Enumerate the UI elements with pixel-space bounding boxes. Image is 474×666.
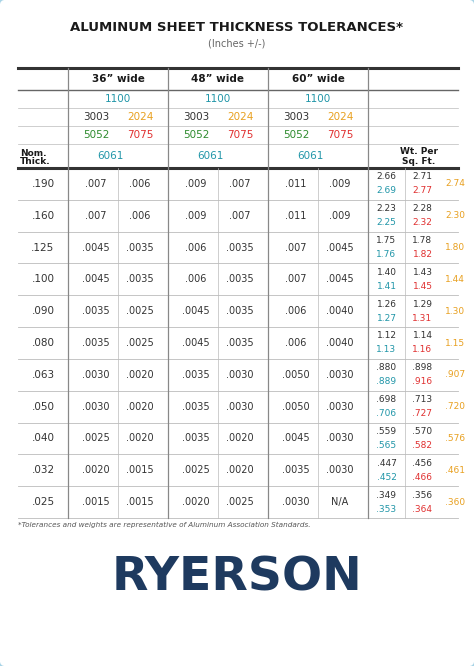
Text: 2.77: 2.77 (412, 186, 432, 195)
Text: .007: .007 (85, 210, 107, 220)
Text: 1.43: 1.43 (412, 268, 432, 277)
Text: .0035: .0035 (226, 306, 254, 316)
Text: *Tolerances and weights are representative of Aluminum Association Standards.: *Tolerances and weights are representati… (18, 522, 310, 528)
Text: .0035: .0035 (82, 306, 110, 316)
Text: .050: .050 (31, 402, 55, 412)
Text: 1.80: 1.80 (445, 243, 465, 252)
Text: 2024: 2024 (327, 112, 353, 122)
Text: N/A: N/A (331, 497, 348, 507)
Text: .0035: .0035 (282, 466, 310, 476)
Text: 2.28: 2.28 (412, 204, 432, 213)
Text: 3003: 3003 (283, 112, 309, 122)
Text: .0045: .0045 (182, 306, 210, 316)
Text: 1.16: 1.16 (412, 346, 433, 354)
Text: .080: .080 (31, 338, 55, 348)
Text: .0035: .0035 (182, 402, 210, 412)
Text: 2024: 2024 (127, 112, 153, 122)
Text: .698: .698 (376, 395, 397, 404)
Text: 2.30: 2.30 (445, 211, 465, 220)
Text: 1.45: 1.45 (412, 282, 432, 291)
Text: 1100: 1100 (205, 94, 231, 104)
Text: .011: .011 (285, 210, 307, 220)
Text: 1.82: 1.82 (412, 250, 432, 259)
Text: .040: .040 (31, 434, 55, 444)
Text: 1.15: 1.15 (445, 338, 465, 348)
Text: 1100: 1100 (105, 94, 131, 104)
Text: .0020: .0020 (182, 497, 210, 507)
Text: 6061: 6061 (297, 151, 323, 161)
Text: 2.32: 2.32 (412, 218, 432, 227)
Text: 60” wide: 60” wide (292, 74, 345, 84)
Text: .0035: .0035 (182, 434, 210, 444)
Text: .0040: .0040 (326, 338, 354, 348)
Text: 1.75: 1.75 (376, 236, 397, 245)
Text: .364: .364 (412, 505, 432, 513)
Text: .0035: .0035 (126, 242, 154, 252)
Text: 1.26: 1.26 (376, 300, 396, 308)
Text: .0025: .0025 (126, 338, 154, 348)
Text: Sq. Ft.: Sq. Ft. (402, 157, 436, 165)
Text: 2.66: 2.66 (376, 172, 396, 181)
Text: .0045: .0045 (82, 274, 110, 284)
Text: .360: .360 (445, 498, 465, 507)
Text: .582: .582 (412, 441, 432, 450)
Text: 6061: 6061 (97, 151, 123, 161)
Text: .889: .889 (376, 378, 397, 386)
Text: 1.40: 1.40 (376, 268, 396, 277)
Text: .907: .907 (445, 370, 465, 380)
Text: .0045: .0045 (82, 242, 110, 252)
Text: .0030: .0030 (326, 466, 354, 476)
Text: .090: .090 (31, 306, 55, 316)
Text: .461: .461 (445, 466, 465, 475)
Text: .0025: .0025 (226, 497, 254, 507)
Text: .898: .898 (412, 364, 433, 372)
Text: 2024: 2024 (227, 112, 253, 122)
Text: .0035: .0035 (182, 370, 210, 380)
Text: .0035: .0035 (82, 338, 110, 348)
Text: .011: .011 (285, 179, 307, 189)
Text: .452: .452 (376, 473, 396, 482)
Text: 5052: 5052 (283, 130, 309, 140)
Text: .0015: .0015 (126, 497, 154, 507)
Text: .0050: .0050 (282, 402, 310, 412)
Text: .0045: .0045 (282, 434, 310, 444)
Text: .706: .706 (376, 409, 397, 418)
Text: .0030: .0030 (226, 402, 254, 412)
Text: .0025: .0025 (182, 466, 210, 476)
Text: 3003: 3003 (183, 112, 209, 122)
Text: .0050: .0050 (282, 370, 310, 380)
Text: .0030: .0030 (282, 497, 310, 507)
Text: .880: .880 (376, 364, 397, 372)
Text: Thick.: Thick. (20, 157, 51, 165)
Text: .0020: .0020 (126, 370, 154, 380)
Text: .0045: .0045 (326, 242, 354, 252)
Text: Nom.: Nom. (20, 149, 46, 157)
Text: .006: .006 (285, 306, 307, 316)
Text: 1.27: 1.27 (376, 314, 396, 323)
Text: 1100: 1100 (305, 94, 331, 104)
Text: .160: .160 (31, 210, 55, 220)
Text: .565: .565 (376, 441, 397, 450)
Text: .125: .125 (31, 242, 55, 252)
Text: .007: .007 (229, 179, 251, 189)
Text: .349: .349 (376, 491, 396, 500)
Text: .063: .063 (31, 370, 55, 380)
Text: ALUMINUM SHEET THICKNESS TOLERANCES*: ALUMINUM SHEET THICKNESS TOLERANCES* (71, 21, 403, 34)
Text: .0035: .0035 (226, 338, 254, 348)
Text: .576: .576 (445, 434, 465, 443)
Text: 5052: 5052 (183, 130, 209, 140)
Text: .447: .447 (376, 459, 396, 468)
Text: .009: .009 (329, 210, 351, 220)
Text: .006: .006 (185, 242, 207, 252)
Text: .006: .006 (185, 274, 207, 284)
Text: .100: .100 (31, 274, 55, 284)
Text: .0020: .0020 (126, 434, 154, 444)
Text: .009: .009 (329, 179, 351, 189)
Text: .356: .356 (412, 491, 433, 500)
Text: 2.69: 2.69 (376, 186, 396, 195)
Text: 36” wide: 36” wide (91, 74, 145, 84)
Text: 1.30: 1.30 (445, 306, 465, 316)
Text: .466: .466 (412, 473, 432, 482)
Text: .0035: .0035 (126, 274, 154, 284)
